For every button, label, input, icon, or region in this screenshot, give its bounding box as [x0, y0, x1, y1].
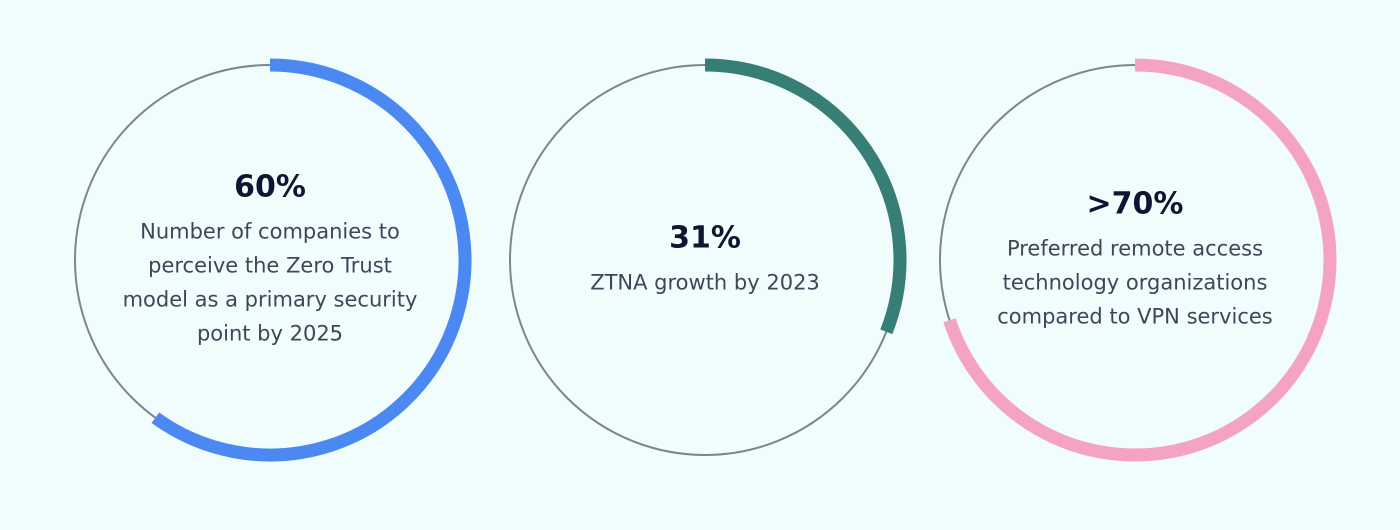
- description: Number of companies to perceive the Zero…: [122, 219, 418, 346]
- description: Preferred remote access technology organ…: [997, 236, 1273, 329]
- ring-label: 60% Number of companies to perceive the Z…: [115, 170, 425, 351]
- ring-label: >70% Preferred remote access technology o…: [980, 187, 1290, 334]
- ring-label: 31% ZTNA growth by 2023: [550, 221, 860, 300]
- description: ZTNA growth by 2023: [590, 270, 820, 295]
- value-label: 60%: [234, 169, 306, 205]
- value-label: 31%: [669, 220, 741, 256]
- value-label: >70%: [1086, 186, 1184, 222]
- ring-progress: [151, 58, 472, 462]
- ring-progress: [704, 58, 907, 335]
- ring-progress: [943, 58, 1337, 462]
